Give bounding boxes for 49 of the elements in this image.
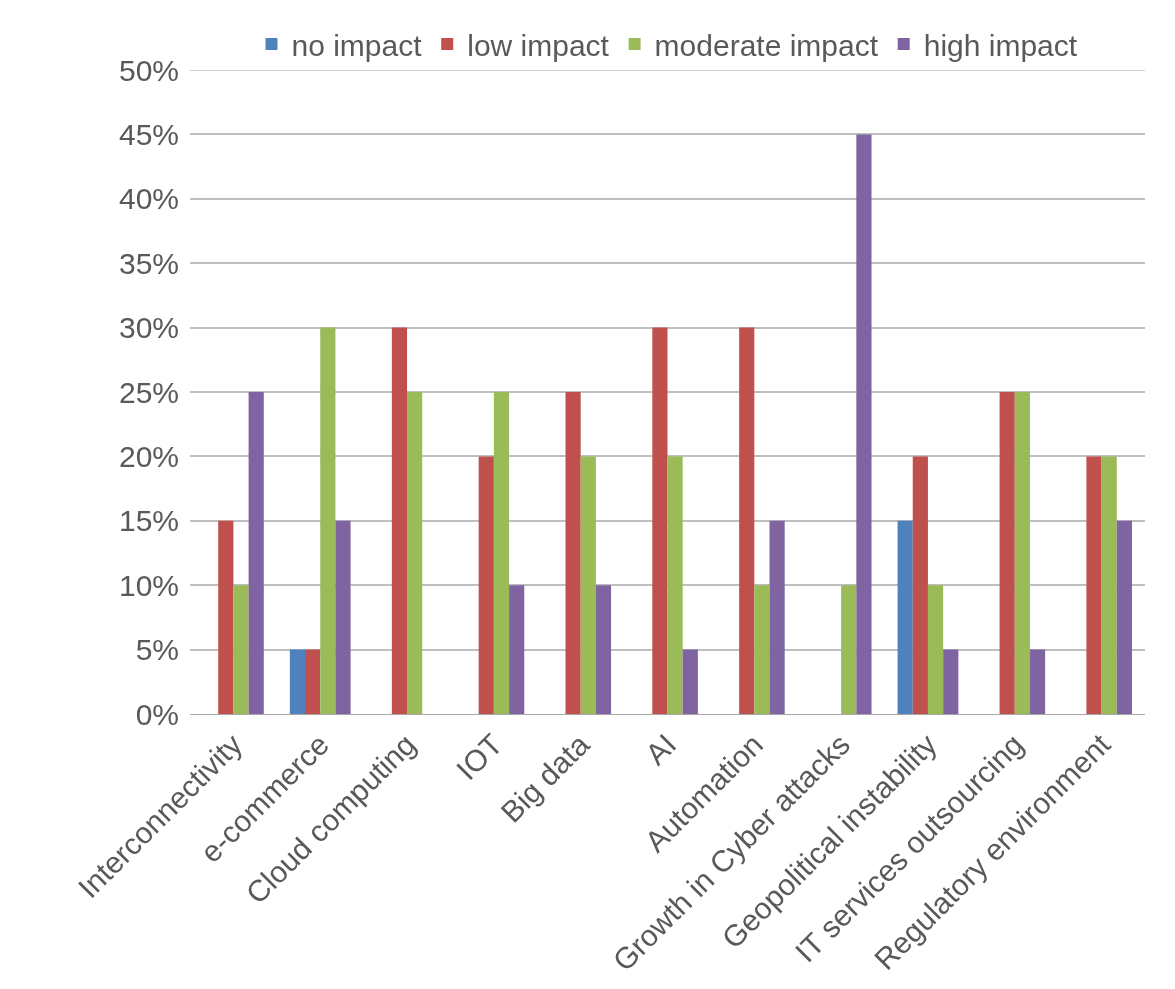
bar	[841, 585, 857, 714]
bar	[1029, 649, 1046, 714]
bar	[912, 456, 928, 714]
bar	[305, 649, 321, 714]
y-tick-label: 35%	[118, 246, 179, 280]
legend-label: low impact	[467, 28, 610, 62]
y-tick-label: 30%	[118, 311, 179, 345]
bar	[652, 327, 668, 714]
bar	[233, 585, 249, 714]
bar	[1086, 456, 1102, 714]
y-tick-label: 50%	[118, 53, 179, 87]
bar	[1101, 456, 1117, 714]
bar	[493, 392, 510, 714]
bar	[335, 520, 351, 714]
y-tick-label: 40%	[118, 182, 179, 216]
bar	[565, 392, 581, 714]
y-tick-label: 45%	[118, 117, 179, 151]
bar	[248, 392, 264, 714]
y-tick-label: 0%	[135, 697, 179, 731]
bar	[509, 585, 525, 714]
bar	[667, 456, 683, 714]
legend-label: high impact	[923, 28, 1078, 62]
bar	[595, 585, 612, 714]
legend-label: moderate impact	[654, 28, 879, 62]
bar	[218, 520, 234, 714]
bar	[943, 649, 959, 714]
bar	[391, 327, 408, 714]
bar	[682, 649, 698, 714]
bar	[739, 327, 755, 714]
x-tick-label: IOT	[450, 727, 509, 787]
y-tick-label: 5%	[135, 633, 179, 667]
bar	[1014, 392, 1030, 714]
bar	[769, 520, 785, 714]
bar	[999, 392, 1015, 714]
bar	[478, 456, 494, 714]
bar	[289, 649, 306, 714]
bar	[897, 520, 913, 714]
bar	[927, 585, 944, 714]
bar	[320, 327, 336, 714]
bar	[580, 456, 596, 714]
y-tick-label: 25%	[118, 375, 179, 409]
y-tick-label: 15%	[118, 504, 179, 538]
y-tick-label: 20%	[118, 439, 179, 473]
bar	[407, 392, 423, 714]
bar	[1116, 520, 1132, 714]
y-tick-label: 10%	[118, 568, 179, 602]
legend-label: no impact	[291, 28, 423, 62]
bar	[754, 585, 770, 714]
bar	[856, 134, 872, 714]
